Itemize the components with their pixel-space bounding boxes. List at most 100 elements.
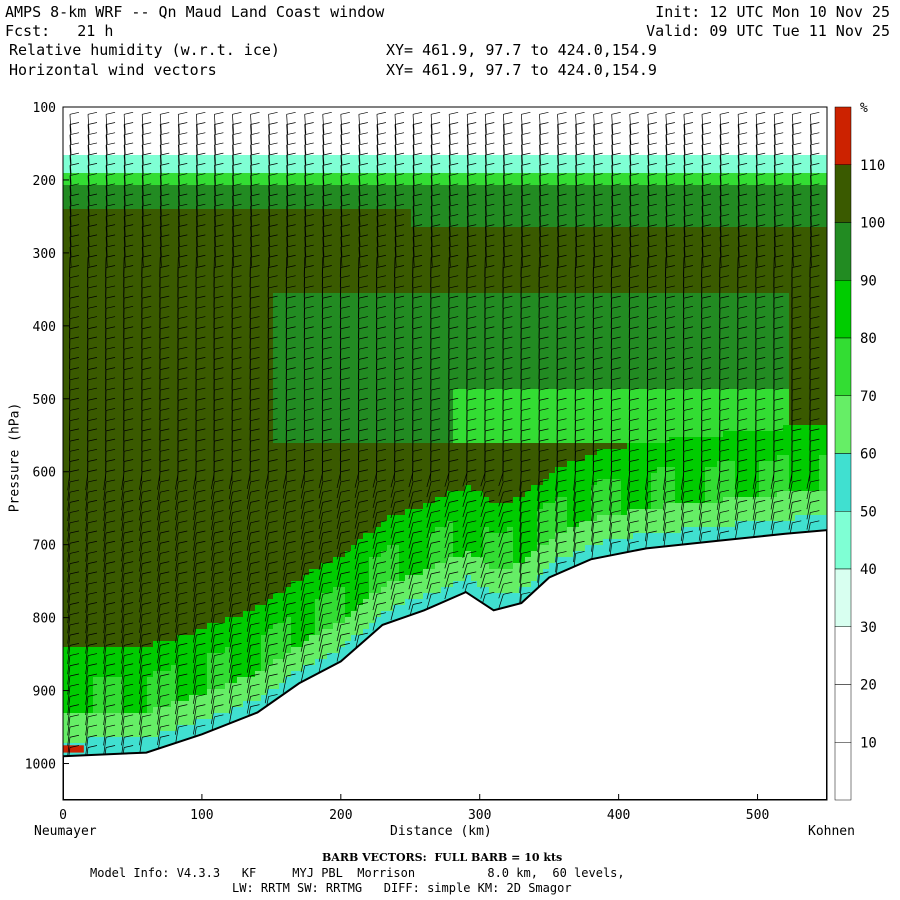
rh-cell [261,335,268,342]
rh-cell [231,701,238,708]
rh-cell [87,311,94,318]
rh-cell [171,323,178,330]
rh-cell [165,155,172,162]
rh-cell [63,191,70,198]
rh-cell [291,131,298,138]
rh-cell [207,647,214,654]
rh-cell [219,365,226,372]
rh-cell [189,215,196,222]
rh-cell [231,605,238,612]
rh-cell [207,317,214,324]
rh-cell [87,605,94,612]
rh-cell [261,449,268,456]
rh-cell [117,521,124,528]
rh-cell [111,677,118,684]
rh-cell [207,623,214,630]
rh-cell [207,257,214,264]
rh-cell [243,149,250,156]
rh-cell [249,191,256,198]
rh-cell [255,173,262,180]
rh-cell [87,251,94,258]
rh-cell [219,707,226,714]
rh-cell [63,593,70,600]
rh-cell [105,449,112,456]
rh-cell [273,683,280,690]
rh-cell [189,593,196,600]
rh-cell [231,443,238,450]
rh-cell [99,491,106,498]
rh-cell [201,131,208,138]
rh-cell [111,401,118,408]
rh-cell [315,401,322,408]
rh-cell [111,347,118,354]
rh-cell [93,659,100,666]
rh-cell [171,227,178,234]
rh-cell [69,185,76,192]
rh-cell [177,521,184,528]
rh-cell [135,509,142,516]
rh-cell [111,461,118,468]
rh-cell [255,143,262,150]
rh-cell [153,287,160,294]
rh-cell [135,701,142,708]
rh-cell [81,533,88,540]
rh-cell [315,371,322,378]
rh-cell [81,317,88,324]
rh-cell [159,251,166,258]
rh-cell [159,179,166,186]
rh-cell [219,299,226,306]
rh-cell [129,431,136,438]
rh-cell [189,245,196,252]
rh-cell [231,479,238,486]
rh-cell [219,431,226,438]
rh-cell [135,245,142,252]
rh-cell [213,107,220,114]
rh-cell [183,605,190,612]
rh-cell [255,623,262,630]
rh-cell [171,353,178,360]
rh-cell [219,203,226,210]
rh-cell [177,269,184,276]
rh-cell [81,569,88,576]
rh-cell [243,551,250,558]
rh-cell [63,731,70,738]
rh-cell [261,515,268,522]
rh-cell [261,647,268,654]
rh-cell [261,173,268,180]
rh-cell [297,401,304,408]
rh-cell [291,407,298,414]
rh-cell [87,341,94,348]
rh-cell [147,305,154,312]
rh-cell [99,431,106,438]
rh-cell [243,539,250,546]
rh-cell [213,353,220,360]
rh-cell [261,167,268,174]
rh-cell [87,521,94,528]
rh-cell [219,215,226,222]
rh-cell [171,539,178,546]
rh-cell [159,431,166,438]
rh-cell [141,587,148,594]
rh-cell [99,509,106,516]
rh-cell [183,131,190,138]
rh-cell [225,299,232,306]
rh-cell [309,215,316,222]
rh-cell [291,125,298,132]
rh-cell [219,497,226,504]
rh-cell [135,569,142,576]
rh-cell [201,455,208,462]
rh-cell [99,725,106,732]
rh-cell [201,383,208,390]
rh-cell [255,647,262,654]
rh-cell [255,251,262,258]
rh-cell [273,563,280,570]
rh-cell [123,395,130,402]
rh-cell [141,551,148,558]
rh-cell [135,725,142,732]
rh-cell [309,515,316,522]
rh-cell [303,167,310,174]
rh-cell [207,287,214,294]
rh-cell [279,461,286,468]
rh-cell [195,707,202,714]
rh-cell [273,137,280,144]
